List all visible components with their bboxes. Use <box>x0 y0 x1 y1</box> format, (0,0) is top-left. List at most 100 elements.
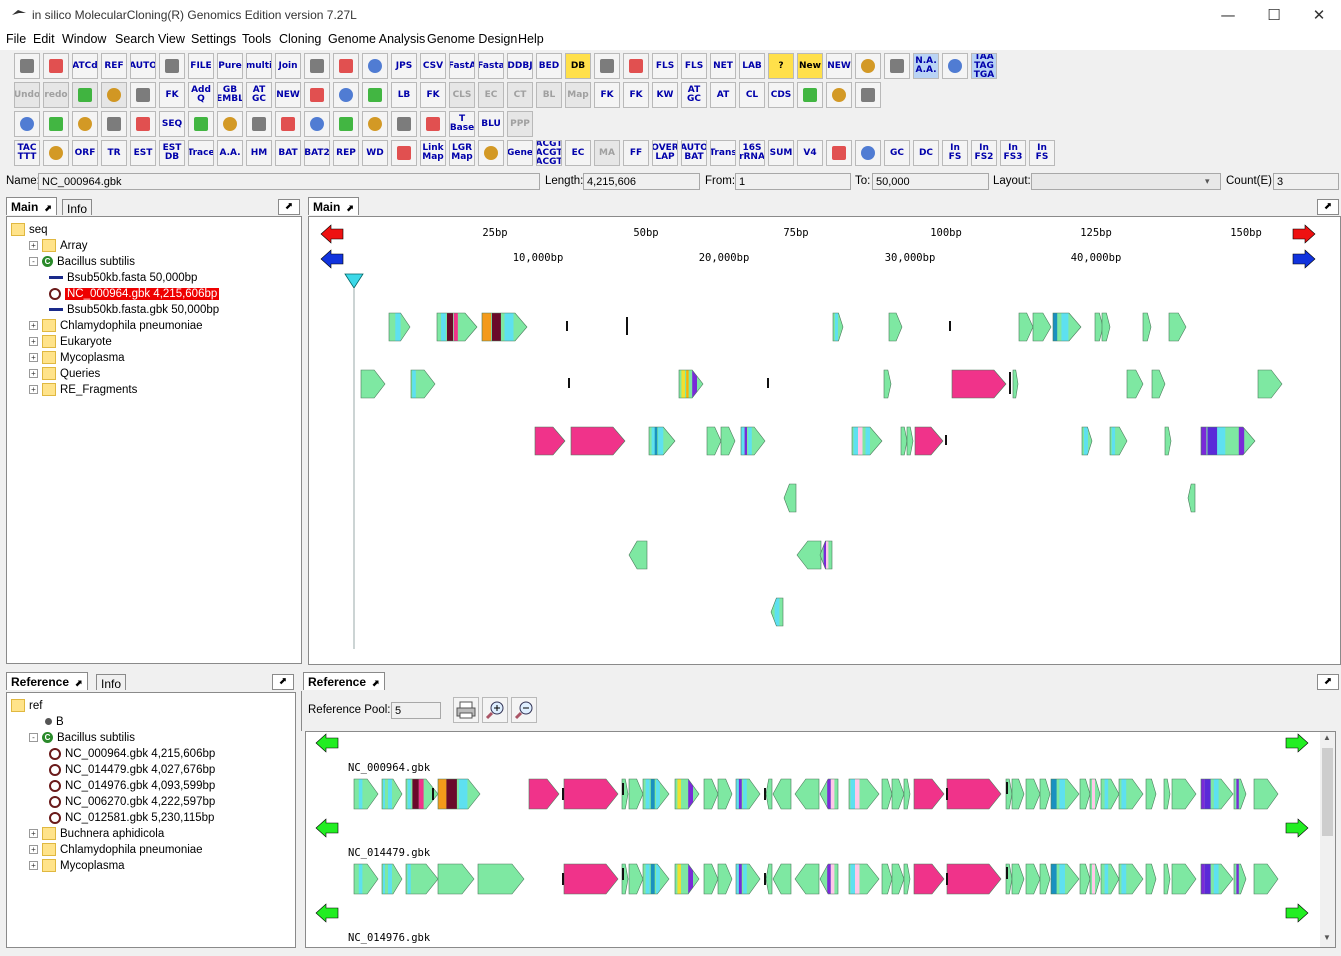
toolbar-row2-button-21[interactable]: FK <box>623 82 649 108</box>
toolbar-row1-button-33[interactable]: TAA TAG TGA <box>971 53 997 79</box>
expand-icon[interactable]: + <box>29 353 38 363</box>
seq-tree-node-10[interactable]: + RE_Fragments <box>29 382 137 398</box>
toolbar-row4-button-25[interactable]: 16S rRNA <box>739 140 765 166</box>
ref-gene-feature[interactable] <box>642 778 670 810</box>
expand-icon[interactable]: + <box>29 241 38 251</box>
toolbar-row1-button-14[interactable]: CSV <box>420 53 446 79</box>
length-field[interactable]: 4,215,606 <box>583 173 700 190</box>
toolbar-row1-button-17[interactable]: DDBJ <box>507 53 533 79</box>
toolbar-row2-button-29[interactable] <box>855 82 881 108</box>
ref-gene-feature[interactable] <box>1025 778 1041 810</box>
seq-tree-node-9[interactable]: + Queries <box>29 366 100 382</box>
toolbar-row1-button-25[interactable]: LAB <box>739 53 765 79</box>
gene-feature[interactable] <box>1151 369 1166 399</box>
menu-genome-design[interactable]: Genome Design <box>427 32 518 46</box>
gene-feature[interactable] <box>819 540 833 570</box>
ref-gene-feature[interactable] <box>1233 863 1247 895</box>
toolbar-row4-button-22[interactable]: OVER LAP <box>652 140 678 166</box>
toolbar-row1-button-0[interactable] <box>14 53 40 79</box>
tab-main-view[interactable]: Main ⬈ <box>308 197 359 215</box>
toolbar-row2-button-9[interactable]: NEW <box>275 82 301 108</box>
gene-feature[interactable] <box>706 426 722 456</box>
toolbar-row2-button-25[interactable]: CL <box>739 82 765 108</box>
ref-gene-feature[interactable] <box>1253 863 1279 895</box>
layout-select[interactable] <box>1031 173 1221 190</box>
toolbar-row4-button-6[interactable]: Trace <box>188 140 214 166</box>
toolbar-row1-button-6[interactable]: FILE <box>188 53 214 79</box>
gene-feature[interactable] <box>1052 312 1082 342</box>
toolbar-row4-button-5[interactable]: EST DB <box>159 140 185 166</box>
toolbar-row2-button-12[interactable] <box>362 82 388 108</box>
ref-gene-feature[interactable] <box>563 863 619 895</box>
gene-feature[interactable] <box>1101 312 1111 342</box>
ref-gene-feature[interactable] <box>628 863 644 895</box>
gene-feature[interactable] <box>883 369 892 399</box>
toolbar-row4-button-12[interactable]: WD <box>362 140 388 166</box>
toolbar-row1-button-1[interactable] <box>43 53 69 79</box>
ref-gene-feature[interactable] <box>717 863 733 895</box>
expand-icon[interactable]: + <box>29 861 38 871</box>
gene-feature[interactable] <box>783 483 797 513</box>
ref-scroll-right-arrow-0[interactable] <box>1285 733 1309 753</box>
seq-tree-node-2[interactable]: - C Bacillus subtilis <box>29 254 135 270</box>
toolbar-row2-button-3[interactable] <box>101 82 127 108</box>
toolbar-row1-button-11[interactable] <box>333 53 359 79</box>
toolbar-row4-button-10[interactable]: BAT2 <box>304 140 330 166</box>
toolbar-row1-button-16[interactable]: Fasta <box>478 53 504 79</box>
ref-gene-feature[interactable] <box>1163 863 1171 895</box>
ref-gene-feature[interactable] <box>903 863 911 895</box>
ref-scroll-left-arrow-2[interactable] <box>315 903 339 923</box>
ref-gene-feature[interactable] <box>1079 863 1091 895</box>
toolbar-row2-button-27[interactable] <box>797 82 823 108</box>
menu-genome-analysis[interactable]: Genome Analysis <box>328 32 426 46</box>
ref-scroll-right-arrow-1[interactable] <box>1285 818 1309 838</box>
ref-gene-feature[interactable] <box>563 778 619 810</box>
ref-gene-feature[interactable] <box>717 778 733 810</box>
toolbar-row4-button-29[interactable] <box>855 140 881 166</box>
toolbar-row4-button-34[interactable]: In FS3 <box>1000 140 1026 166</box>
tab-info-bottom[interactable]: Info <box>96 674 127 691</box>
ref-gene-feature[interactable] <box>1100 778 1120 810</box>
ref-gene-feature[interactable] <box>437 863 475 895</box>
toolbar-row2-button-26[interactable]: CDS <box>768 82 794 108</box>
ref-tree-node-5[interactable]: NC_014976.gbk 4,093,599bp <box>49 778 215 794</box>
toolbar-row2-button-15[interactable]: CLS <box>449 82 475 108</box>
toolbar-row4-button-16[interactable] <box>478 140 504 166</box>
toolbar-row1-button-4[interactable]: AUTO <box>130 53 156 79</box>
reference-scrollbar[interactable]: ▲ ▼ <box>1320 732 1335 947</box>
toolbar-row2-button-17[interactable]: CT <box>507 82 533 108</box>
gene-feature[interactable] <box>832 312 844 342</box>
gene-feature[interactable] <box>1032 312 1052 342</box>
ref-gene-feature[interactable] <box>903 778 911 810</box>
expand-icon[interactable]: + <box>29 337 38 347</box>
ref-gene-feature[interactable] <box>735 863 761 895</box>
toolbar-row1-button-22[interactable]: FLS <box>652 53 678 79</box>
toolbar-row2-button-6[interactable]: Add Q <box>188 82 214 108</box>
toolbar-row3-button-11[interactable] <box>333 111 359 137</box>
toolbar-row1-button-18[interactable]: BED <box>536 53 562 79</box>
menu-tools[interactable]: Tools <box>242 32 272 46</box>
toolbar-row4-button-18[interactable]: ACGT ACGT ACGT <box>536 140 562 166</box>
ref-gene-feature[interactable] <box>1171 778 1197 810</box>
ref-tree-node-8[interactable]: + Buchnera aphidicola <box>29 826 164 842</box>
toolbar-row4-button-2[interactable]: ORF <box>72 140 98 166</box>
toolbar-row4-button-4[interactable]: EST <box>130 140 156 166</box>
ref-tree-node-2[interactable]: - C Bacillus subtilis <box>29 730 135 746</box>
chevron-down-icon[interactable]: ▾ <box>1205 176 1210 186</box>
ref-gene-feature[interactable] <box>405 778 439 810</box>
toolbar-row1-button-24[interactable]: NET <box>710 53 736 79</box>
scroll-up-icon[interactable]: ▲ <box>1323 733 1331 742</box>
toolbar-row3-button-4[interactable] <box>130 111 156 137</box>
seq-tree-node-0[interactable]: seq <box>11 222 48 238</box>
toolbar-row2-button-7[interactable]: GB EMBL <box>217 82 243 108</box>
toolbar-row1-button-13[interactable]: JPS <box>391 53 417 79</box>
zoom-in-button[interactable] <box>482 697 508 723</box>
toolbar-row4-button-9[interactable]: BAT <box>275 140 301 166</box>
toolbar-row3-button-16[interactable]: BLU <box>478 111 504 137</box>
toolbar-row1-button-21[interactable] <box>623 53 649 79</box>
scroll-left-red-arrow[interactable] <box>320 224 344 244</box>
toolbar-row2-button-22[interactable]: KW <box>652 82 678 108</box>
gene-feature[interactable] <box>851 426 883 456</box>
toolbar-row2-button-13[interactable]: LB <box>391 82 417 108</box>
seq-tree-node-5[interactable]: Bsub50kb.fasta.gbk 50,000bp <box>49 302 219 318</box>
